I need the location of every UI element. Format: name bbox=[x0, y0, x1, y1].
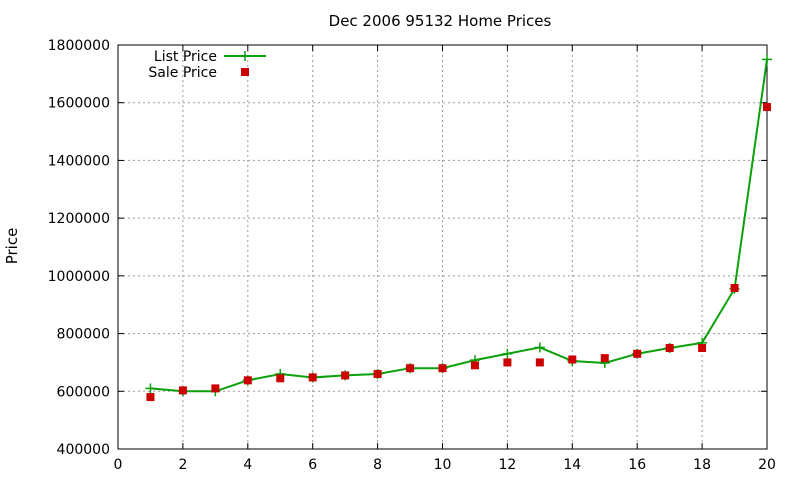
x-tick-label: 18 bbox=[693, 457, 711, 473]
sale-price-point bbox=[633, 349, 642, 358]
y-tick-label: 800000 bbox=[57, 327, 110, 343]
y-tick-label: 1800000 bbox=[48, 38, 110, 54]
sale-price-point bbox=[146, 393, 155, 402]
x-tick-label: 4 bbox=[243, 457, 252, 473]
sale-price-point bbox=[698, 344, 707, 352]
y-tick-label: 1000000 bbox=[48, 269, 110, 285]
sale-price-point bbox=[211, 384, 220, 393]
sale-price-point bbox=[308, 373, 317, 382]
sale-price-point bbox=[568, 355, 577, 364]
list-price-point bbox=[502, 348, 513, 359]
sale-price-point bbox=[243, 376, 252, 385]
legend-label: Sale Price bbox=[148, 65, 217, 81]
legend-square-marker bbox=[241, 68, 249, 76]
legend-plus-marker bbox=[240, 51, 250, 61]
legend-label: List Price bbox=[154, 49, 217, 65]
sale-price-point bbox=[535, 358, 544, 367]
x-tick-label: 16 bbox=[628, 457, 646, 473]
x-tick-label: 0 bbox=[114, 457, 123, 473]
sale-price-point bbox=[503, 358, 512, 367]
y-tick-label: 1600000 bbox=[48, 96, 110, 112]
x-tick-label: 2 bbox=[178, 457, 187, 473]
series-sale-price bbox=[146, 103, 771, 402]
list-price-point bbox=[534, 342, 545, 353]
x-tick-label: 12 bbox=[498, 457, 516, 473]
y-tick-label: 1400000 bbox=[48, 153, 110, 169]
y-tick-label: 400000 bbox=[57, 442, 110, 458]
sale-price-point bbox=[730, 283, 739, 292]
chart-title: Dec 2006 95132 Home Prices bbox=[329, 12, 552, 30]
list-price-point bbox=[145, 383, 156, 394]
sale-price-point bbox=[763, 103, 771, 112]
sale-price-point bbox=[438, 364, 447, 373]
sale-price-point bbox=[406, 364, 415, 373]
sale-price-point bbox=[341, 371, 350, 380]
y-axis-label: Price bbox=[3, 228, 21, 265]
y-tick-label: 1200000 bbox=[48, 211, 110, 227]
x-tick-label: 20 bbox=[758, 457, 776, 473]
x-tick-label: 14 bbox=[563, 457, 581, 473]
sale-price-point bbox=[276, 374, 285, 383]
x-tick-label: 8 bbox=[373, 457, 382, 473]
sale-price-point bbox=[373, 369, 382, 378]
axes: 0 2 4 6 8 10 12 14 16 18 20 400000 600000 800000 10000… bbox=[48, 38, 776, 473]
list-price-line bbox=[150, 59, 768, 393]
sale-price-point bbox=[600, 354, 609, 363]
x-tick-label: 10 bbox=[434, 457, 452, 473]
x-tick-label: 6 bbox=[308, 457, 317, 473]
legend-item: Sale Price bbox=[148, 65, 249, 81]
series bbox=[145, 54, 772, 402]
sale-price-point bbox=[470, 361, 479, 370]
list-price-point bbox=[762, 54, 772, 65]
legend-item: List Price bbox=[154, 49, 266, 65]
sale-price-point bbox=[178, 386, 187, 395]
sale-price-point bbox=[665, 344, 674, 352]
y-tick-label: 600000 bbox=[57, 384, 110, 400]
